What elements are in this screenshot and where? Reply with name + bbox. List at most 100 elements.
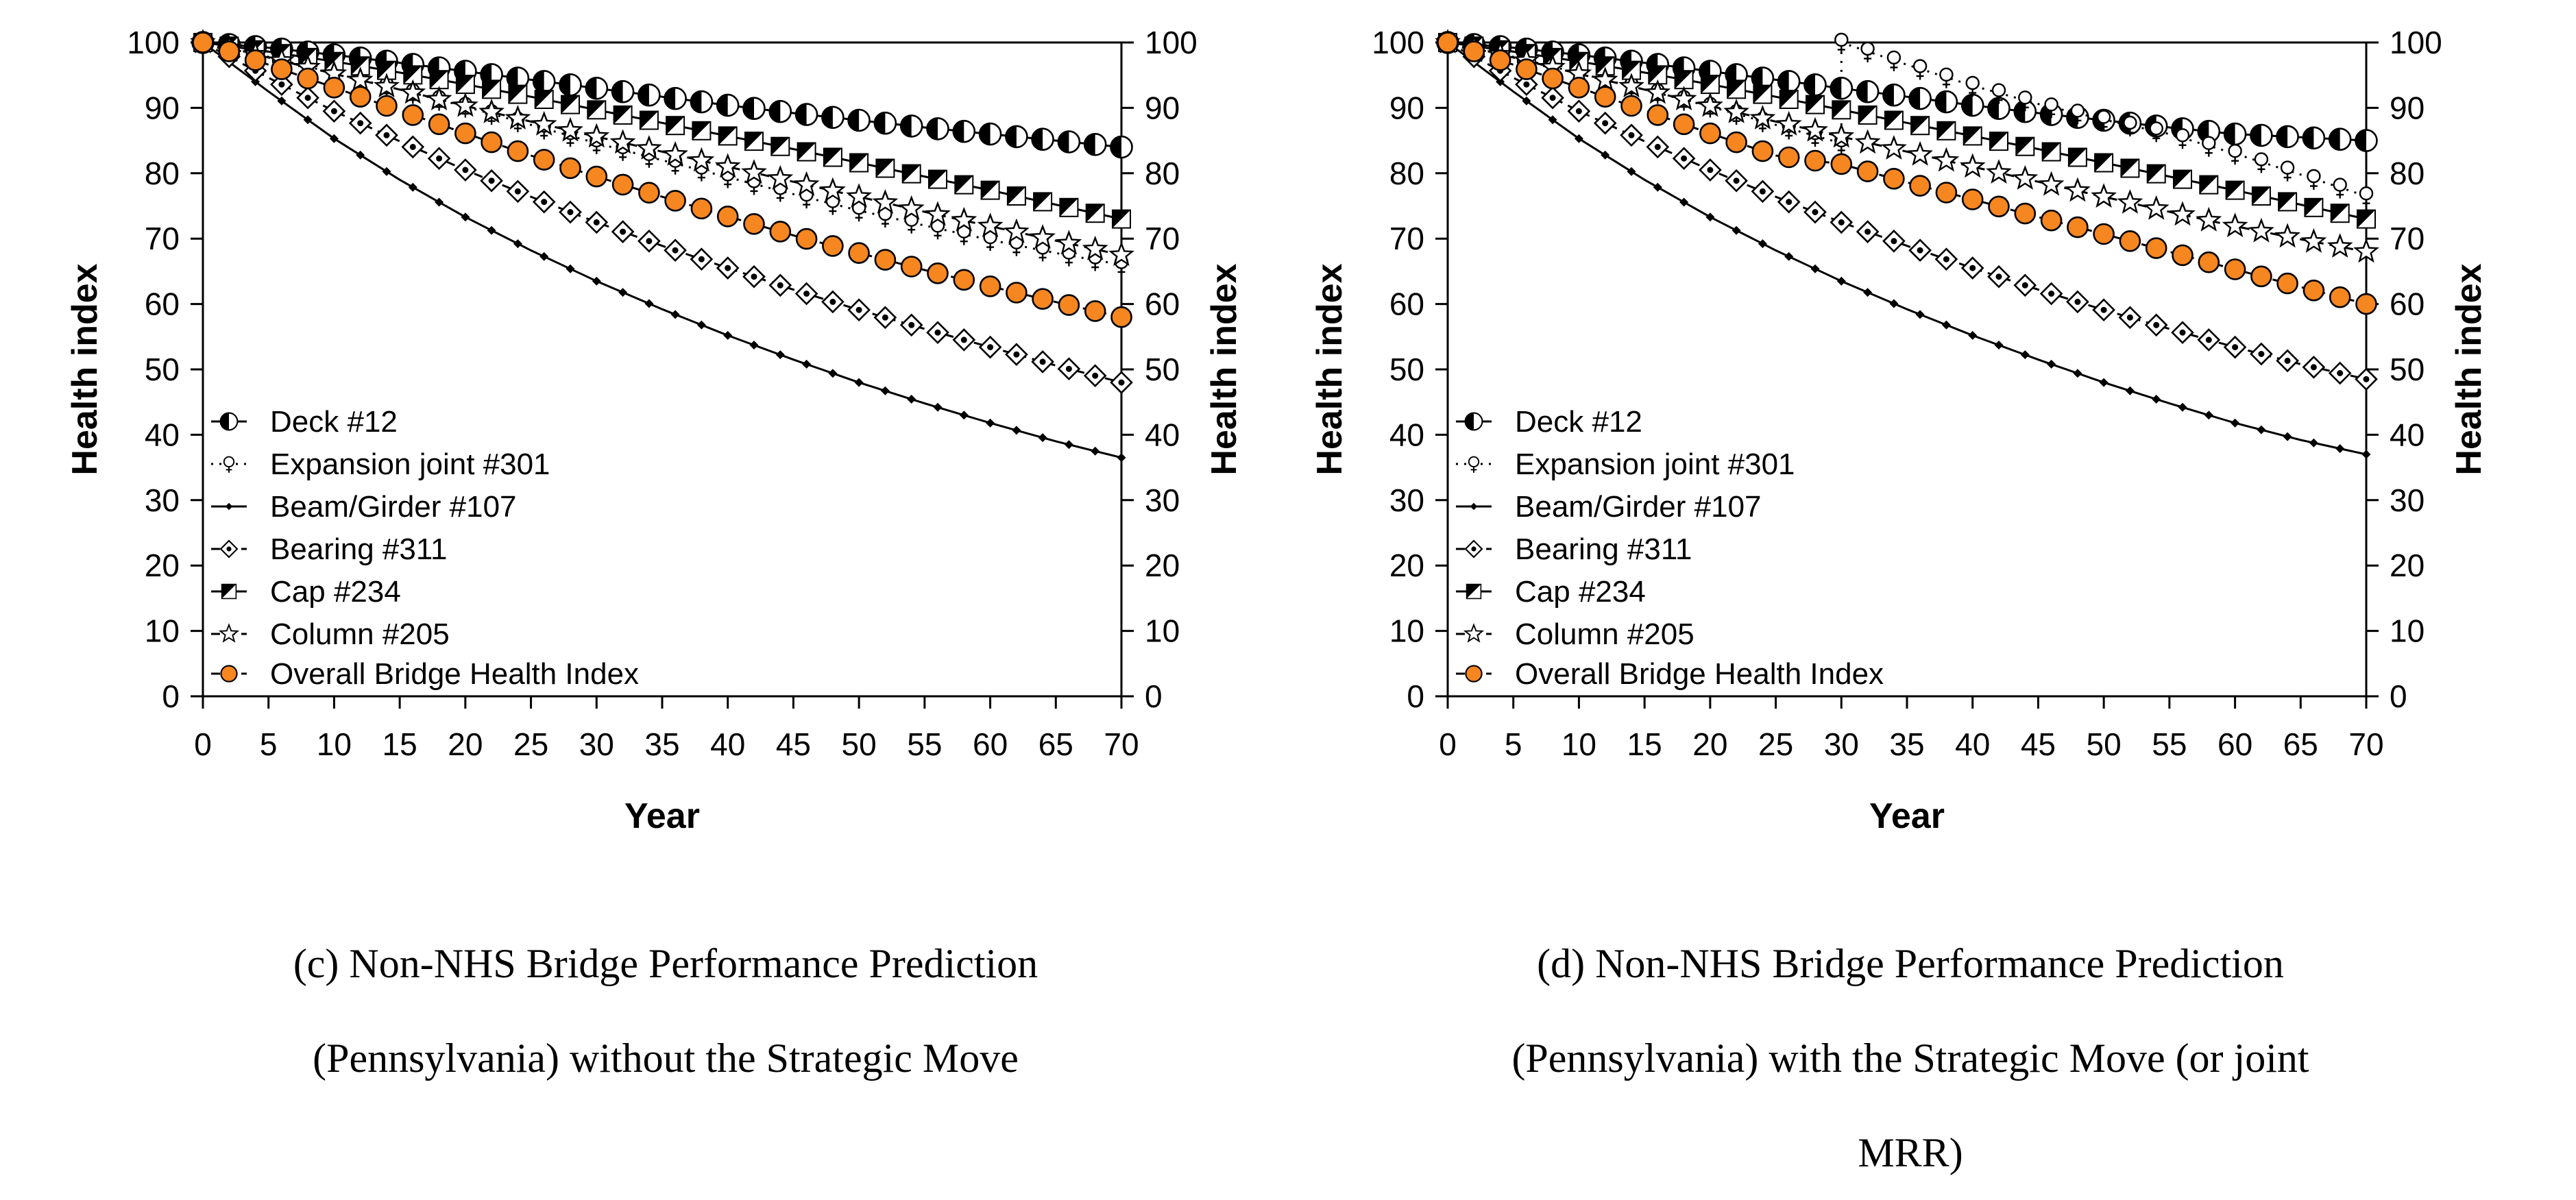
- diamond-dot-marker-icon: [532, 190, 556, 214]
- legend-item-beam-girder-107: Beam/Girder #107: [1456, 490, 1762, 524]
- y-axis-tick-label-right: 40: [2390, 417, 2425, 452]
- y-axis-tick-label-right: 80: [1145, 156, 1180, 191]
- half-filled-circle-marker-icon: [847, 108, 871, 132]
- caption-d: (d) Non-NHS Bridge Performance Predictio…: [1307, 916, 2514, 1200]
- half-filled-square-marker-icon: [770, 136, 790, 156]
- half-filled-square-marker-icon: [587, 100, 607, 120]
- half-filled-circle-marker-icon: [952, 119, 976, 143]
- x-axis-tick-label: 40: [1955, 726, 1990, 762]
- diamond-dot-marker-icon: [2197, 328, 2221, 352]
- legend-label: Deck #12: [270, 405, 398, 439]
- y-axis-tick-label-right: 10: [2390, 613, 2425, 649]
- legend-label: Column #205: [270, 617, 450, 651]
- legend-label: Bearing #311: [270, 532, 448, 566]
- small-diamond-marker-icon: [986, 418, 995, 428]
- small-diamond-marker-icon: [487, 225, 496, 235]
- diamond-dot-marker-icon: [1830, 210, 1854, 234]
- open-star-marker-icon: [793, 171, 820, 196]
- open-star-marker-icon: [925, 201, 951, 226]
- small-diamond-marker-icon: [539, 252, 549, 261]
- y-axis-tick-label-right: 60: [2390, 286, 2425, 322]
- half-filled-circle-marker-icon: [1830, 77, 1854, 100]
- orange-circle-marker-icon: [1647, 104, 1669, 126]
- open-star-marker-icon: [820, 177, 846, 202]
- diamond-dot-marker-icon: [2250, 342, 2273, 366]
- y-axis-title-right: Health index: [2449, 263, 2489, 475]
- half-filled-circle-marker-icon: [1934, 90, 1958, 114]
- half-filled-circle-marker-icon: [2302, 126, 2326, 150]
- legend-item-beam-girder-107: Beam/Girder #107: [211, 490, 517, 524]
- open-star-marker-icon: [2353, 238, 2379, 263]
- series-beam-girder-107: [1443, 38, 2371, 459]
- small-diamond-marker-icon: [1038, 433, 1047, 443]
- y-axis-tick-label-left: 50: [1389, 352, 1424, 387]
- open-star-marker-icon: [1618, 73, 1644, 98]
- orange-circle-marker-icon: [585, 165, 608, 188]
- x-axis-tick-label: 45: [2021, 726, 2056, 762]
- half-filled-circle-marker-icon: [1464, 412, 1483, 431]
- diamond-dot-marker-icon: [978, 335, 1002, 359]
- orange-circle-marker-icon: [2329, 286, 2351, 308]
- legend-item-overall-bridge-health-index: Overall Bridge Health Index: [1456, 657, 1884, 691]
- small-diamond-marker-icon: [2020, 350, 2030, 360]
- female-circle-marker-icon: [1991, 83, 2006, 104]
- half-filled-square-marker-icon: [1779, 90, 1799, 109]
- y-axis-tick-label-right: 90: [1145, 90, 1180, 125]
- female-circle-marker-icon: [1468, 456, 1480, 473]
- open-star-marker-icon: [1775, 110, 1802, 136]
- open-star-marker-icon: [714, 153, 741, 178]
- orange-circle-marker-icon: [218, 40, 241, 62]
- female-circle-marker-icon: [2307, 169, 2321, 190]
- y-axis-tick-label-right: 40: [1145, 417, 1180, 452]
- legend: Deck #12 Expansion joint #301 Beam/Girder …: [211, 405, 639, 691]
- half-filled-square-marker-icon: [561, 95, 580, 114]
- half-filled-circle-marker-icon: [1882, 83, 1906, 107]
- small-diamond-marker-icon: [1548, 115, 1557, 125]
- orange-circle-marker-icon: [2355, 293, 2377, 315]
- x-axis-tick-label: 50: [2087, 726, 2122, 762]
- x-axis-tick-label: 15: [1627, 726, 1662, 762]
- legend-label: Overall Bridge Health Index: [1515, 657, 1884, 691]
- x-axis-tick-label: 0: [1439, 726, 1457, 762]
- orange-circle-marker-icon: [1699, 122, 1721, 145]
- half-filled-circle-marker-icon: [1856, 79, 1880, 103]
- half-filled-circle-marker-icon: [1083, 133, 1107, 156]
- orange-circle-marker-icon: [271, 58, 293, 80]
- small-diamond-marker-icon: [696, 320, 706, 330]
- orange-circle-marker-icon: [848, 242, 870, 265]
- orange-circle-marker-icon: [559, 157, 581, 180]
- x-axis-tick-label: 10: [1562, 726, 1596, 762]
- orange-circle-marker-icon: [1006, 282, 1028, 304]
- y-axis-tick-label-right: 20: [1145, 548, 1180, 583]
- diamond-dot-marker-icon: [1856, 220, 1880, 243]
- female-circle-marker-icon: [2359, 186, 2374, 208]
- small-diamond-marker-icon: [1784, 252, 1794, 261]
- orange-circle-marker-icon: [1909, 175, 1931, 197]
- diamond-dot-marker-icon: [1031, 350, 1054, 374]
- open-star-marker-icon: [1986, 159, 2012, 184]
- open-star-marker-icon: [872, 189, 899, 214]
- half-filled-circle-marker-icon: [716, 93, 740, 117]
- legend-label: Overall Bridge Health Index: [270, 657, 639, 691]
- legend-item-expansion-joint-301: Expansion joint #301: [1456, 448, 1795, 481]
- small-diamond-marker-icon: [828, 369, 838, 378]
- half-filled-square-marker-icon: [508, 84, 528, 104]
- legend-label: Cap #234: [1515, 575, 1646, 609]
- x-axis-tick-label: 30: [579, 726, 614, 762]
- half-filled-circle-marker-icon: [506, 66, 530, 90]
- orange-circle-marker-icon: [1058, 294, 1080, 316]
- open-star-marker-icon: [1697, 92, 1723, 117]
- half-filled-circle-marker-icon: [1803, 73, 1827, 97]
- half-filled-square-marker-icon: [2146, 164, 2166, 184]
- orange-circle-marker-icon: [1673, 113, 1695, 136]
- y-axis-tick-label-left: 30: [1389, 482, 1424, 518]
- legend-item-expansion-joint-301: Expansion joint #301: [211, 448, 550, 481]
- y-axis-tick-label-right: 60: [1145, 286, 1180, 322]
- y-axis-tick-label-left: 70: [145, 221, 180, 256]
- half-filled-circle-marker-icon: [1777, 70, 1801, 93]
- half-filled-square-marker-icon: [692, 121, 712, 140]
- half-filled-circle-marker-icon: [873, 111, 897, 135]
- diamond-dot-marker-icon: [480, 169, 503, 193]
- diamond-dot-marker-icon: [1620, 123, 1643, 147]
